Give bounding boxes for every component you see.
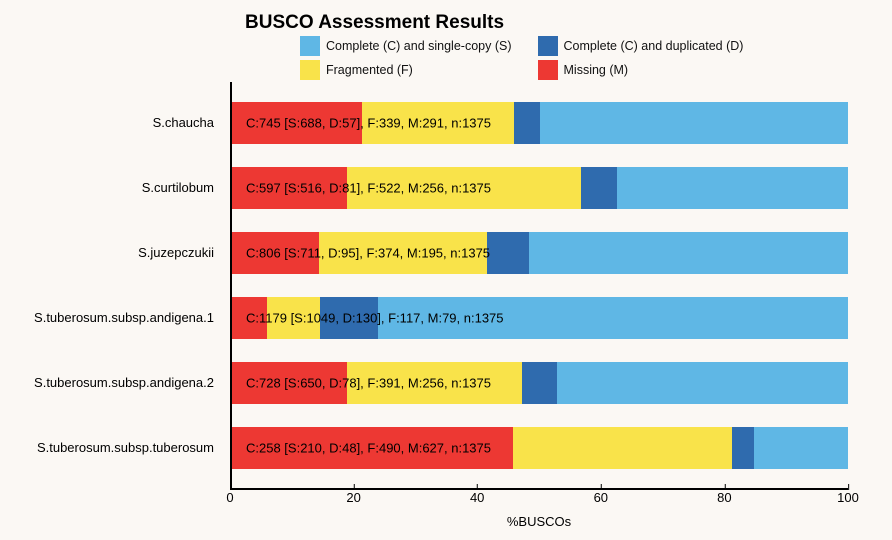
legend-label: Missing (M)	[564, 63, 629, 77]
x-axis-tick: 0	[226, 490, 233, 505]
bar-annotation: C:745 [S:688, D:57], F:339, M:291, n:137…	[246, 115, 491, 130]
bar-annotation: C:1179 [S:1049, D:130], F:117, M:79, n:1…	[246, 310, 504, 325]
bar-segment-D	[732, 427, 754, 469]
bar-segment-S	[557, 362, 848, 404]
y-axis-labels: S.chaucha S.curtilobum S.juzepczukii S.tube…	[0, 82, 224, 488]
x-axis-label: %BUSCOs	[230, 514, 848, 529]
y-axis-category-label: S.tuberosum.subsp.andigena.2	[0, 362, 224, 404]
x-axis-tick-label: 80	[717, 490, 731, 505]
x-axis-tick-label: 40	[470, 490, 484, 505]
x-axis-tick: 100	[837, 490, 859, 505]
tick-mark	[848, 484, 849, 490]
bar-annotation: C:258 [S:210, D:48], F:490, M:627, n:137…	[246, 440, 491, 455]
bar-row: C:1179 [S:1049, D:130], F:117, M:79, n:1…	[232, 297, 848, 339]
legend-swatch-missing	[538, 60, 558, 80]
y-axis-category-label: S.juzepczukii	[0, 232, 224, 274]
x-axis-tick-label: 100	[837, 490, 859, 505]
tick-mark	[724, 484, 725, 490]
bar-annotation: C:728 [S:650, D:78], F:391, M:256, n:137…	[246, 375, 491, 390]
x-axis-tick: 20	[346, 490, 360, 505]
bar-segment-F	[513, 427, 733, 469]
tick-mark	[477, 484, 478, 490]
bar-annotation: C:806 [S:711, D:95], F:374, M:195, n:137…	[246, 245, 490, 260]
x-axis-tick-label: 20	[346, 490, 360, 505]
bar-segment-S	[617, 167, 848, 209]
legend-swatch-single-copy	[300, 36, 320, 56]
tick-mark	[230, 484, 231, 490]
legend-item: Complete (C) and single-copy (S)	[300, 36, 512, 56]
legend-label: Complete (C) and single-copy (S)	[326, 39, 512, 53]
x-axis-tick: 60	[594, 490, 608, 505]
y-axis-category-label: S.curtilobum	[0, 167, 224, 209]
bar-row: C:597 [S:516, D:81], F:522, M:256, n:137…	[232, 167, 848, 209]
legend-item: Fragmented (F)	[300, 60, 512, 80]
bar-segment-S	[529, 232, 848, 274]
bar-row: C:745 [S:688, D:57], F:339, M:291, n:137…	[232, 102, 848, 144]
bar-row: C:728 [S:650, D:78], F:391, M:256, n:137…	[232, 362, 848, 404]
bars-container: C:745 [S:688, D:57], F:339, M:291, n:137…	[232, 82, 848, 488]
legend-swatch-fragmented	[300, 60, 320, 80]
chart-title: BUSCO Assessment Results	[245, 12, 504, 34]
y-axis-category-label: S.tuberosum.subsp.andigena.1	[0, 297, 224, 339]
plot-area: C:745 [S:688, D:57], F:339, M:291, n:137…	[230, 82, 848, 490]
x-axis-tick: 80	[717, 490, 731, 505]
y-axis-category-label: S.chaucha	[0, 102, 224, 144]
x-axis-tick-label: 60	[594, 490, 608, 505]
legend-label: Fragmented (F)	[326, 63, 413, 77]
legend-item: Missing (M)	[538, 60, 744, 80]
x-axis-tick: 40	[470, 490, 484, 505]
legend-item: Complete (C) and duplicated (D)	[538, 36, 744, 56]
x-axis-tick-label: 0	[226, 490, 233, 505]
bar-segment-D	[487, 232, 530, 274]
tick-mark	[354, 484, 355, 490]
bar-segment-D	[581, 167, 617, 209]
bar-segment-D	[522, 362, 557, 404]
legend-label: Complete (C) and duplicated (D)	[564, 39, 744, 53]
bar-annotation: C:597 [S:516, D:81], F:522, M:256, n:137…	[246, 180, 491, 195]
bar-segment-D	[514, 102, 540, 144]
legend-swatch-duplicated	[538, 36, 558, 56]
legend: Complete (C) and single-copy (S) Complet…	[300, 36, 743, 80]
bar-row: C:806 [S:711, D:95], F:374, M:195, n:137…	[232, 232, 848, 274]
y-axis-category-label: S.tuberosum.subsp.tuberosum	[0, 427, 224, 469]
bar-segment-S	[754, 427, 848, 469]
tick-mark	[601, 484, 602, 490]
bar-row: C:258 [S:210, D:48], F:490, M:627, n:137…	[232, 427, 848, 469]
bar-segment-S	[540, 102, 848, 144]
